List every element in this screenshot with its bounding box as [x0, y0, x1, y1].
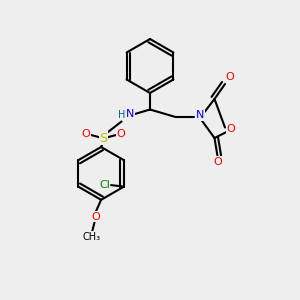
Text: H: H: [118, 110, 126, 120]
Text: Cl: Cl: [99, 179, 110, 190]
Text: O: O: [116, 129, 125, 140]
Text: O: O: [82, 129, 91, 140]
Text: CH₃: CH₃: [82, 232, 100, 242]
Text: N: N: [126, 109, 135, 119]
Text: O: O: [91, 212, 100, 222]
Text: S: S: [100, 131, 107, 145]
Text: O: O: [226, 72, 235, 82]
Text: O: O: [213, 157, 222, 167]
Text: N: N: [196, 110, 205, 120]
Text: O: O: [226, 124, 236, 134]
